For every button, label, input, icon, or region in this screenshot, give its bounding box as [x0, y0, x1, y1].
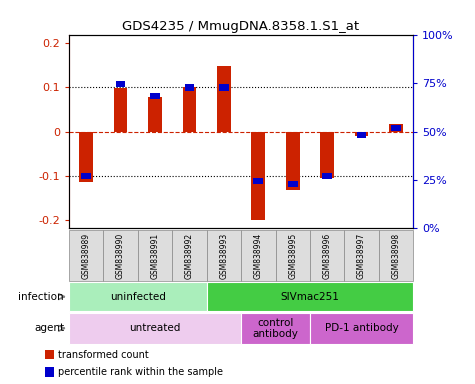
Text: agent: agent: [34, 323, 64, 333]
Bar: [288, 181, 297, 187]
Text: GSM838989: GSM838989: [82, 233, 91, 279]
Bar: [391, 125, 401, 131]
Bar: [254, 178, 263, 184]
Text: GSM838993: GSM838993: [219, 233, 228, 279]
Text: GSM838997: GSM838997: [357, 233, 366, 279]
Bar: [81, 172, 91, 179]
Bar: [45, 350, 54, 359]
Bar: [357, 132, 366, 138]
Bar: [138, 230, 172, 281]
Bar: [251, 132, 265, 220]
Bar: [69, 282, 207, 311]
Bar: [219, 84, 228, 91]
Bar: [69, 230, 104, 281]
Bar: [185, 84, 194, 91]
Title: GDS4235 / MmugDNA.8358.1.S1_at: GDS4235 / MmugDNA.8358.1.S1_at: [123, 20, 360, 33]
Text: GSM838992: GSM838992: [185, 233, 194, 279]
Text: GSM838996: GSM838996: [323, 233, 332, 279]
Bar: [389, 124, 403, 132]
Bar: [355, 132, 369, 136]
Bar: [241, 230, 276, 281]
Bar: [276, 230, 310, 281]
Bar: [310, 313, 413, 344]
Text: uninfected: uninfected: [110, 291, 166, 302]
Bar: [172, 230, 207, 281]
Bar: [320, 132, 334, 178]
Bar: [344, 230, 379, 281]
Bar: [182, 88, 196, 132]
Bar: [207, 230, 241, 281]
Bar: [104, 230, 138, 281]
Text: GSM838998: GSM838998: [391, 233, 400, 279]
Bar: [217, 66, 231, 132]
Text: GSM838994: GSM838994: [254, 233, 263, 279]
Bar: [379, 230, 413, 281]
Bar: [148, 97, 162, 132]
Bar: [114, 88, 127, 132]
Text: GSM838990: GSM838990: [116, 233, 125, 279]
Text: GSM838991: GSM838991: [151, 233, 160, 279]
Text: PD-1 antibody: PD-1 antibody: [325, 323, 399, 333]
Bar: [310, 230, 344, 281]
Text: GSM838995: GSM838995: [288, 233, 297, 279]
Text: SIVmac251: SIVmac251: [281, 291, 339, 302]
Bar: [323, 172, 332, 179]
Bar: [79, 132, 93, 182]
Text: infection: infection: [19, 291, 64, 302]
Text: untreated: untreated: [129, 323, 180, 333]
Bar: [69, 313, 241, 344]
Bar: [45, 367, 54, 377]
Bar: [116, 81, 125, 87]
Bar: [207, 282, 413, 311]
Bar: [241, 313, 310, 344]
Bar: [286, 132, 300, 190]
Text: control
antibody: control antibody: [253, 318, 298, 339]
Text: transformed count: transformed count: [58, 349, 149, 359]
Text: percentile rank within the sample: percentile rank within the sample: [58, 367, 223, 377]
Bar: [150, 93, 160, 99]
